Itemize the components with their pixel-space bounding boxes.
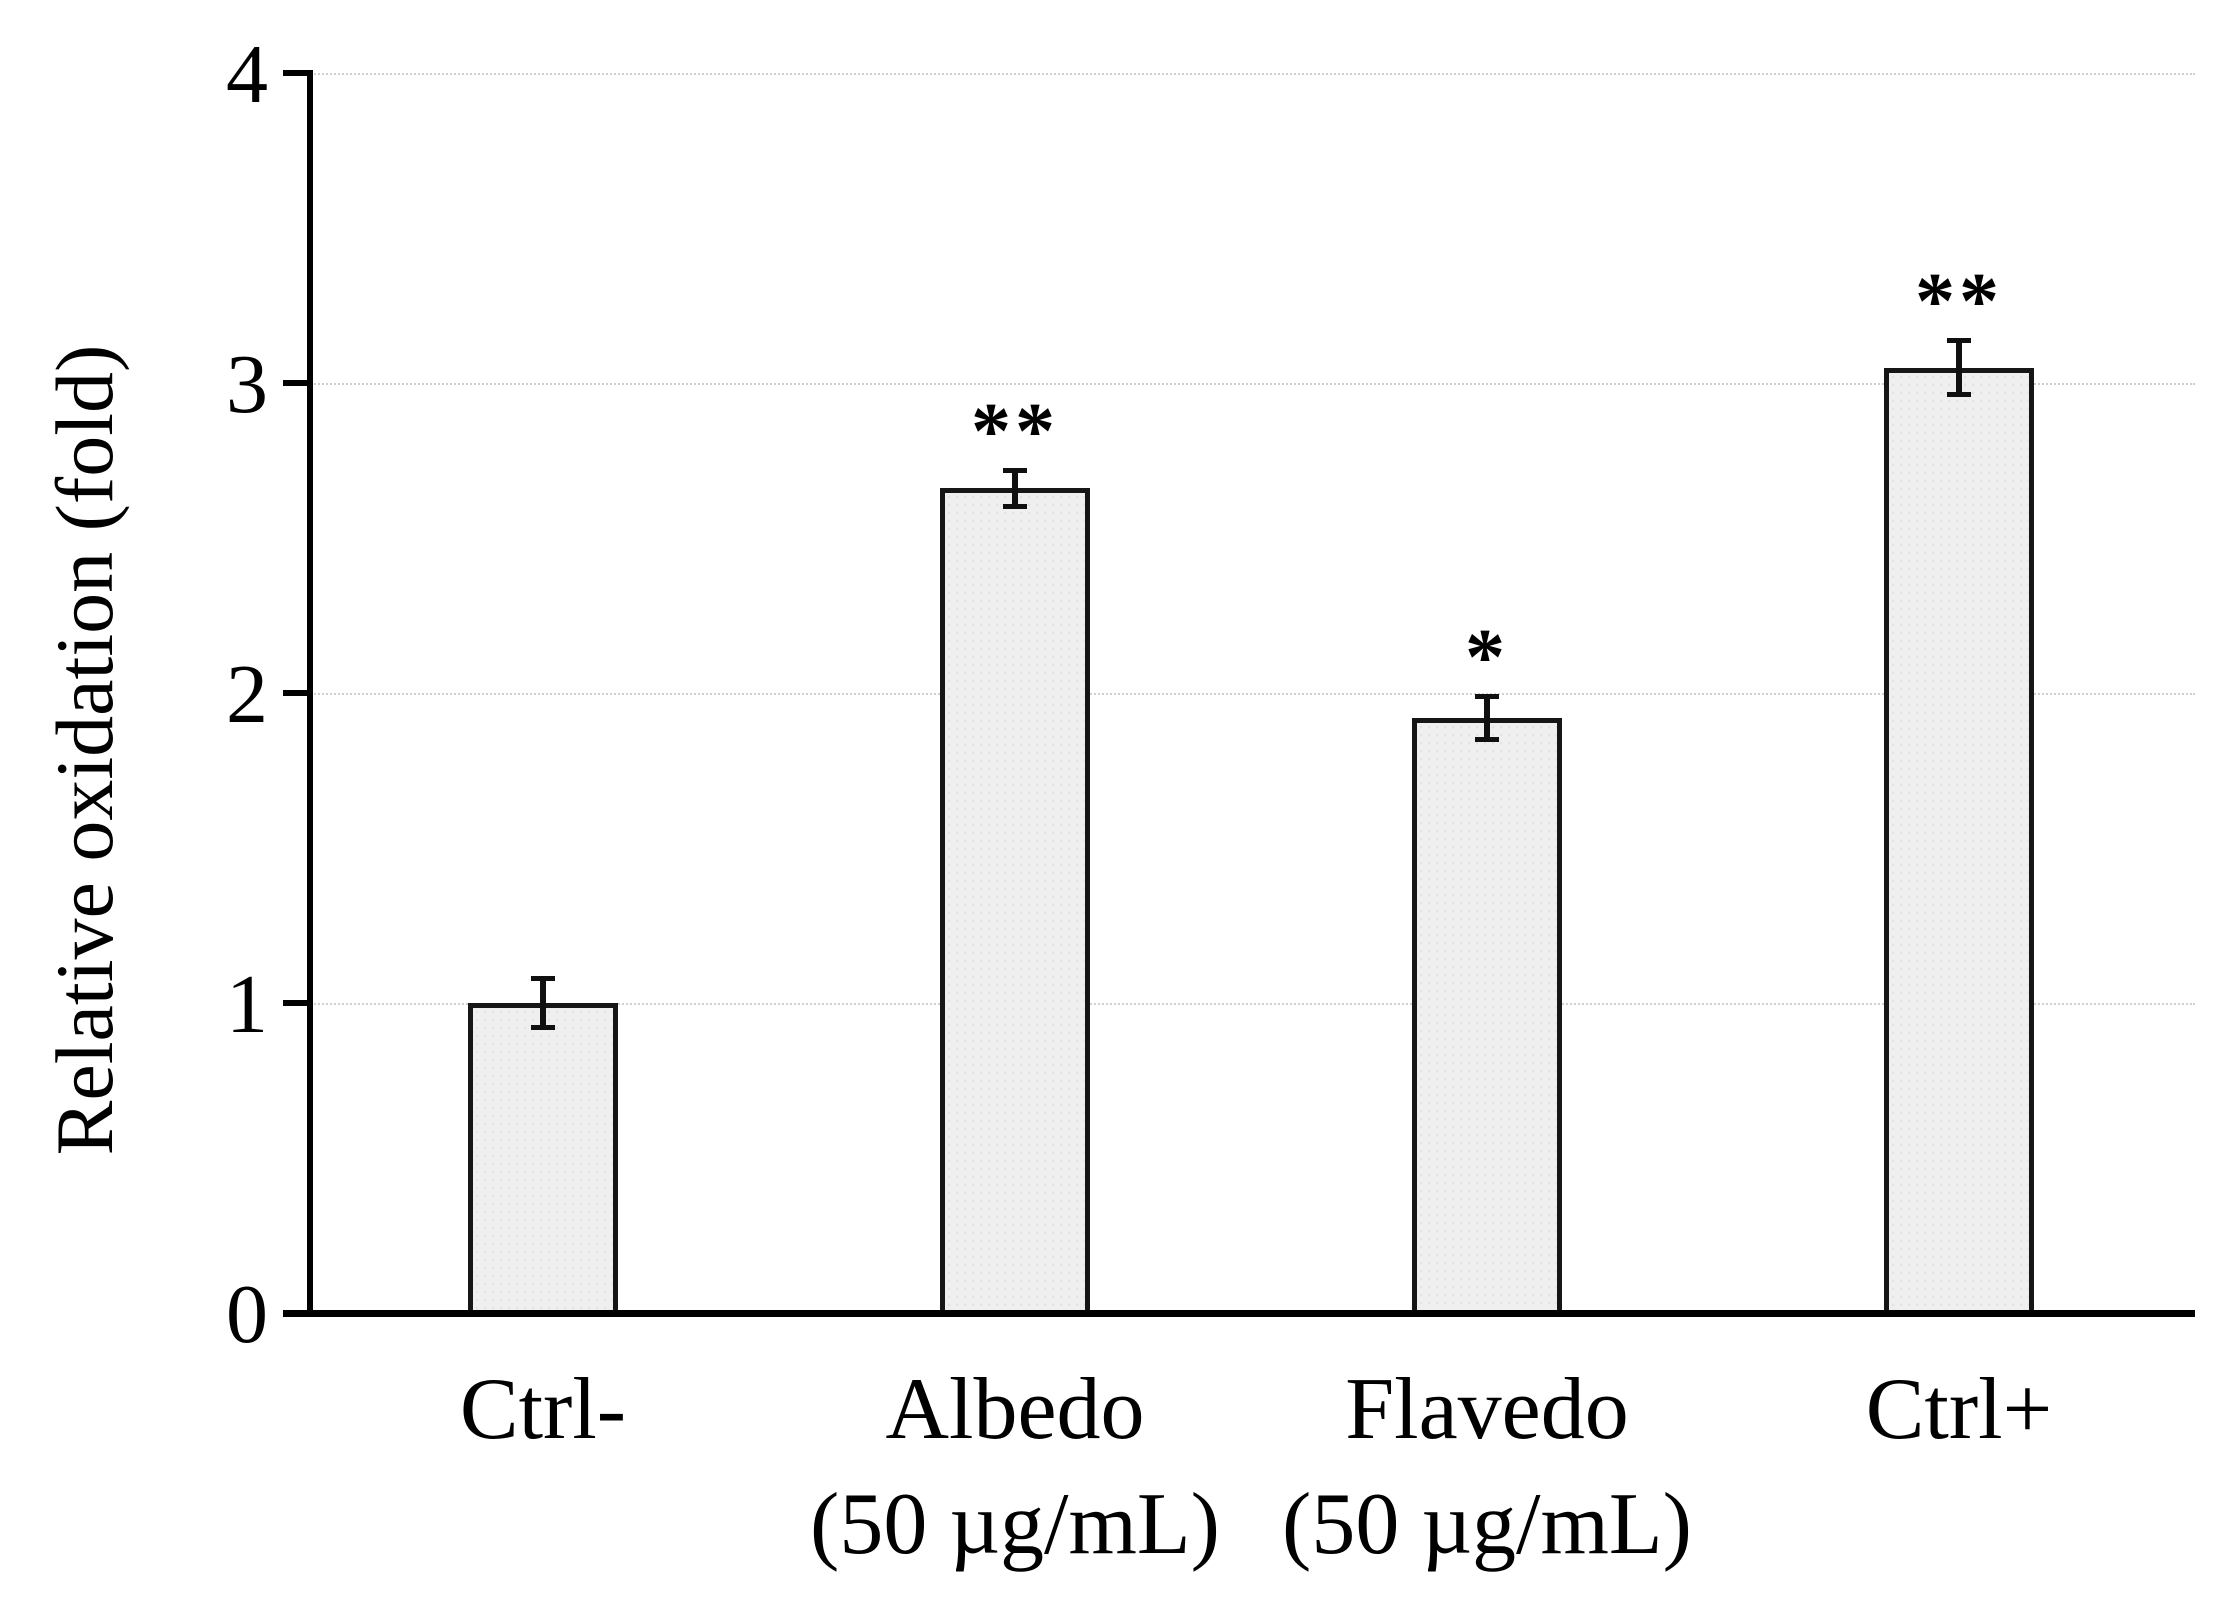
y-tick xyxy=(283,1000,307,1006)
error-bar-cap-bottom xyxy=(531,1024,555,1030)
error-bar-cap-top xyxy=(1475,694,1499,700)
y-gridline xyxy=(307,383,2195,385)
x-axis-line xyxy=(283,1310,2195,1317)
error-bar-line xyxy=(1012,469,1018,507)
x-category-label-line: (50 µg/mL) xyxy=(810,1476,1220,1573)
error-bar-cap-top xyxy=(1003,467,1027,473)
error-bar-line xyxy=(1956,339,1962,396)
x-category-label-line: Flavedo xyxy=(1345,1361,1629,1458)
error-bar-cap-bottom xyxy=(1475,736,1499,742)
error-bar-line xyxy=(540,978,546,1028)
y-tick xyxy=(283,690,307,696)
error-bar-cap-top xyxy=(531,976,555,982)
significance-marker: * xyxy=(1465,614,1509,703)
x-category-label-line: (50 µg/mL) xyxy=(1282,1476,1692,1573)
significance-marker: ** xyxy=(971,387,1059,476)
y-tick xyxy=(283,70,307,76)
y-gridline xyxy=(307,693,2195,695)
x-category-label-line: Ctrl+ xyxy=(1865,1361,2053,1458)
error-bar-line xyxy=(1484,696,1490,740)
x-category-label: Albedo (50 µg/mL) xyxy=(759,1352,1271,1582)
bar xyxy=(1884,367,2034,1317)
x-category-label-line: Ctrl- xyxy=(459,1361,627,1458)
y-tick-label: 1 xyxy=(226,958,268,1051)
x-category-label: Ctrl- xyxy=(287,1352,799,1467)
y-tick-label: 2 xyxy=(226,648,268,741)
significance-marker: ** xyxy=(1915,257,2003,346)
y-gridline xyxy=(307,73,2195,75)
error-bar-cap-bottom xyxy=(1003,504,1027,509)
error-bar-cap-top xyxy=(1947,337,1971,343)
y-gridline xyxy=(307,1003,2195,1005)
y-axis-line xyxy=(307,70,313,1317)
y-tick-label: 3 xyxy=(226,338,268,431)
y-axis-title: Relative oxidation (fold) xyxy=(39,344,130,1156)
bar xyxy=(1412,717,1562,1317)
y-tick xyxy=(283,380,307,386)
bar xyxy=(940,488,1090,1317)
x-category-label-line: Albedo xyxy=(885,1361,1145,1458)
y-tick-label: 4 xyxy=(226,28,268,121)
x-category-label: Flavedo (50 µg/mL) xyxy=(1231,1352,1743,1582)
y-tick-label: 0 xyxy=(226,1268,268,1361)
error-bar-cap-bottom xyxy=(1947,392,1971,398)
bar xyxy=(468,1003,618,1317)
x-category-label: Ctrl+ xyxy=(1703,1352,2215,1467)
